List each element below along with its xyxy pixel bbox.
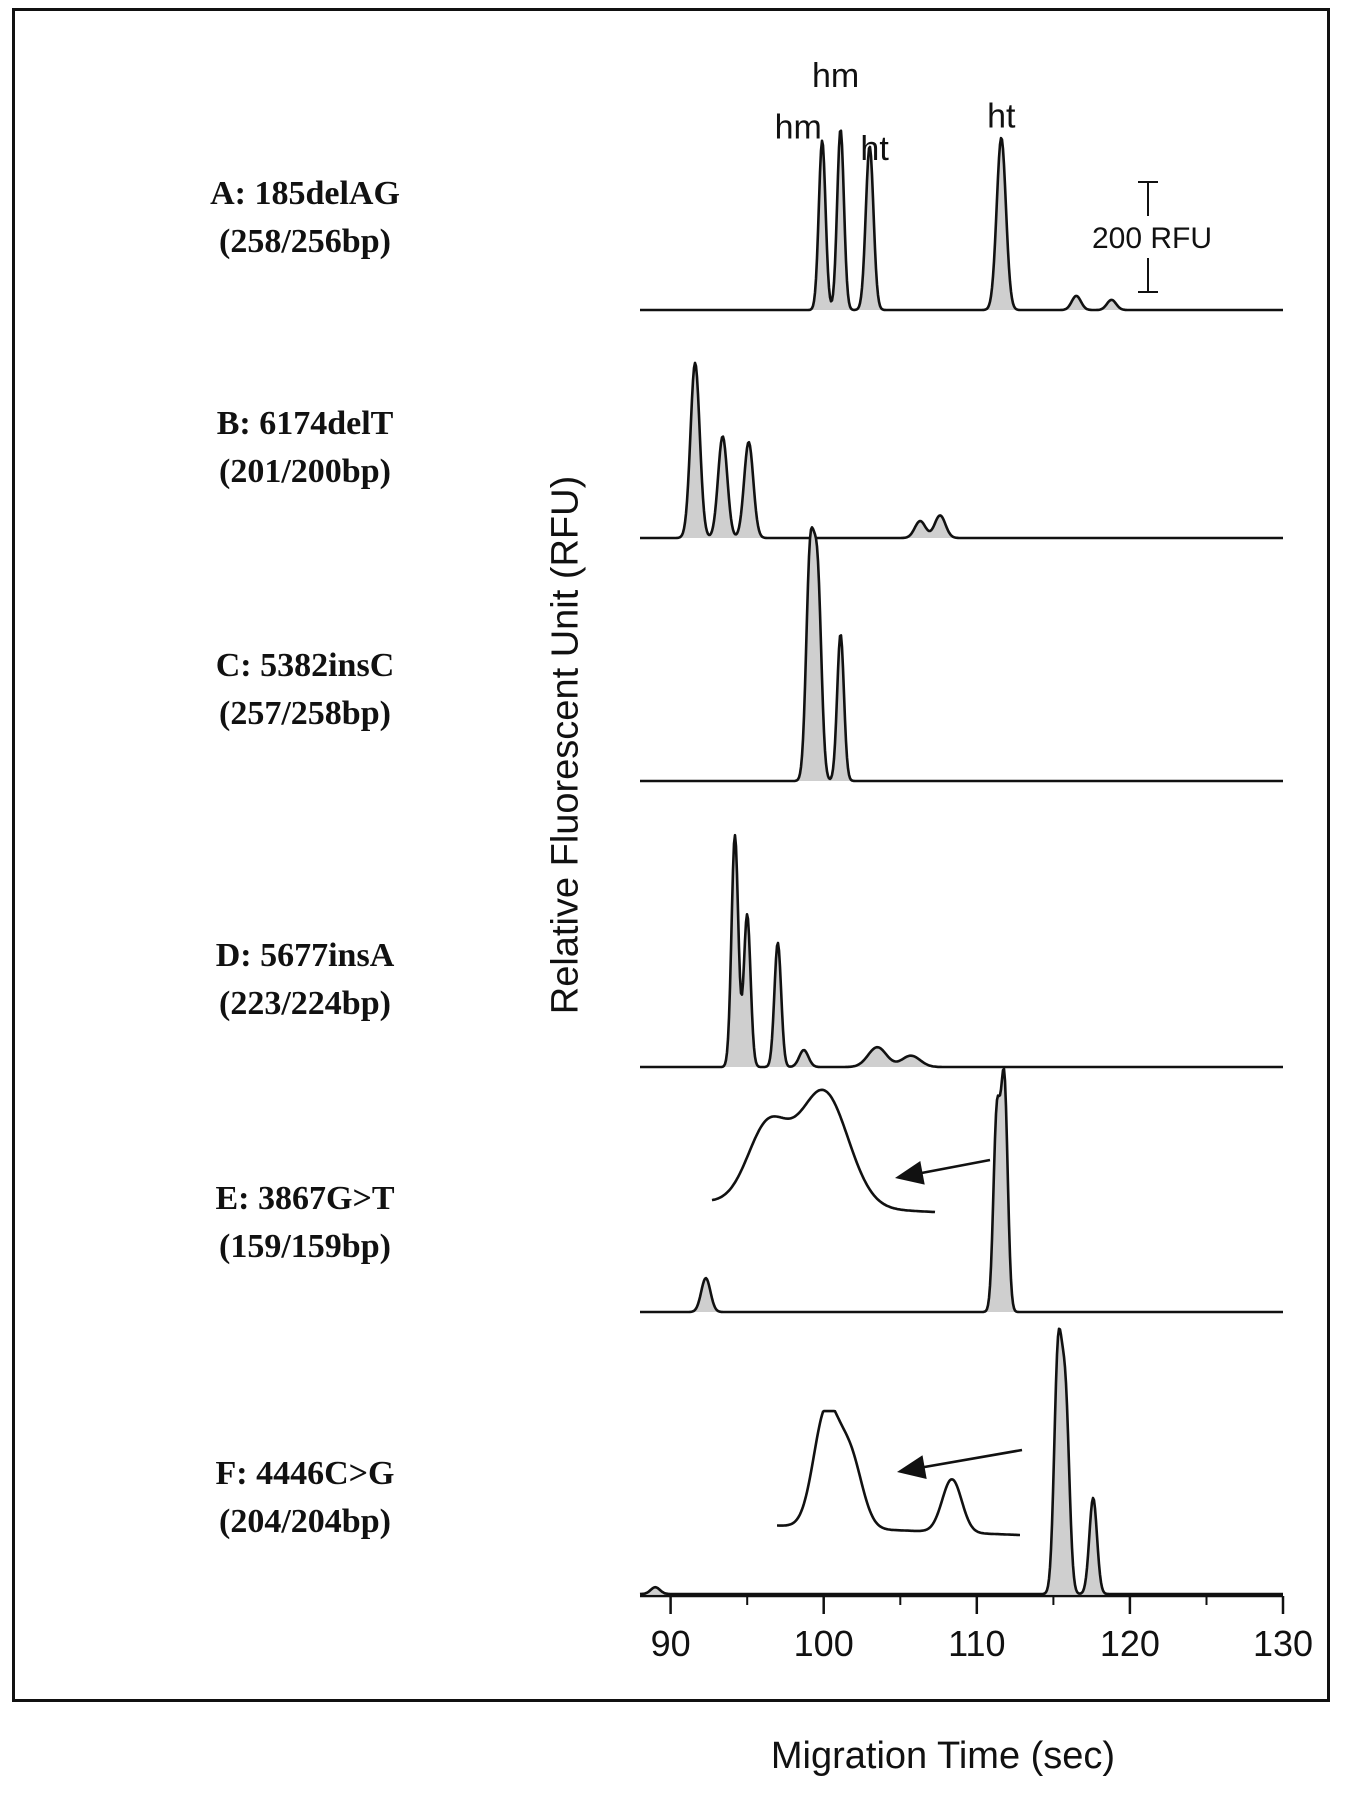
trace-b — [639, 361, 1284, 540]
panel-e-mutation: E: 3867G>T — [215, 1180, 395, 1217]
x-axis-label: Migration Time (sec) — [770, 1735, 1116, 1777]
peak-label-a-4: ht — [987, 98, 1016, 136]
panel-a-mutation: A: 185delAG — [210, 175, 400, 212]
x-tick-label-130: 130 — [1253, 1623, 1313, 1664]
panel-d-size: (223/224bp) — [219, 985, 391, 1022]
peak-label-a-1: hm — [775, 109, 822, 147]
trace-d — [639, 833, 1284, 1069]
inset-arrow-head-f — [897, 1455, 927, 1479]
x-tick-label-120: 120 — [1100, 1623, 1160, 1664]
panel-e-size: (159/159bp) — [219, 1228, 391, 1265]
trace-a — [639, 129, 1284, 312]
x-tick-label-110: 110 — [948, 1623, 1005, 1664]
inset-arrow-shaft-f — [912, 1448, 1023, 1471]
inset-trace-e — [711, 1088, 936, 1214]
panel-d-mutation: D: 5677insA — [215, 937, 395, 974]
trace-fill-b — [640, 362, 1283, 538]
x-tick-label-100: 100 — [794, 1623, 854, 1664]
panel-b-mutation: B: 6174delT — [216, 405, 394, 442]
panel-label-c: C: 5382insC (257/258bp) — [140, 642, 470, 738]
trace-fill-a — [640, 130, 1283, 310]
x-tick-label-90: 90 — [651, 1623, 691, 1664]
inset-arrow-head-e — [895, 1161, 925, 1185]
panel-b-size: (201/200bp) — [219, 453, 391, 490]
trace-c — [639, 526, 1284, 783]
panel-f-size: (204/204bp) — [219, 1503, 391, 1540]
panel-c-size: (257/258bp) — [219, 695, 391, 732]
peak-label-a-3: ht — [860, 130, 889, 168]
trace-fill-e — [640, 1068, 1283, 1312]
inset-arrow-shaft-e — [910, 1158, 991, 1177]
figure-frame — [12, 8, 1330, 1702]
panel-label-a: A: 185delAG (258/256bp) — [140, 170, 470, 266]
panel-label-f: F: 4446C>G (204/204bp) — [140, 1450, 470, 1546]
inset-trace-f — [777, 1409, 1020, 1537]
panel-label-d: D: 5677insA (223/224bp) — [140, 932, 470, 1028]
trace-f — [639, 1327, 1284, 1596]
trace-e — [639, 1067, 1284, 1314]
panel-f-mutation: F: 4446C>G — [215, 1455, 395, 1492]
panel-label-b: B: 6174delT (201/200bp) — [140, 400, 470, 496]
trace-fill-c — [640, 527, 1283, 781]
panel-label-e: E: 3867G>T (159/159bp) — [140, 1175, 470, 1271]
panel-a-size: (258/256bp) — [219, 223, 391, 260]
panel-c-mutation: C: 5382insC — [215, 647, 395, 684]
scale-bar-label: 200 RFU — [1092, 222, 1212, 255]
peak-label-a-2: hm — [812, 57, 859, 95]
